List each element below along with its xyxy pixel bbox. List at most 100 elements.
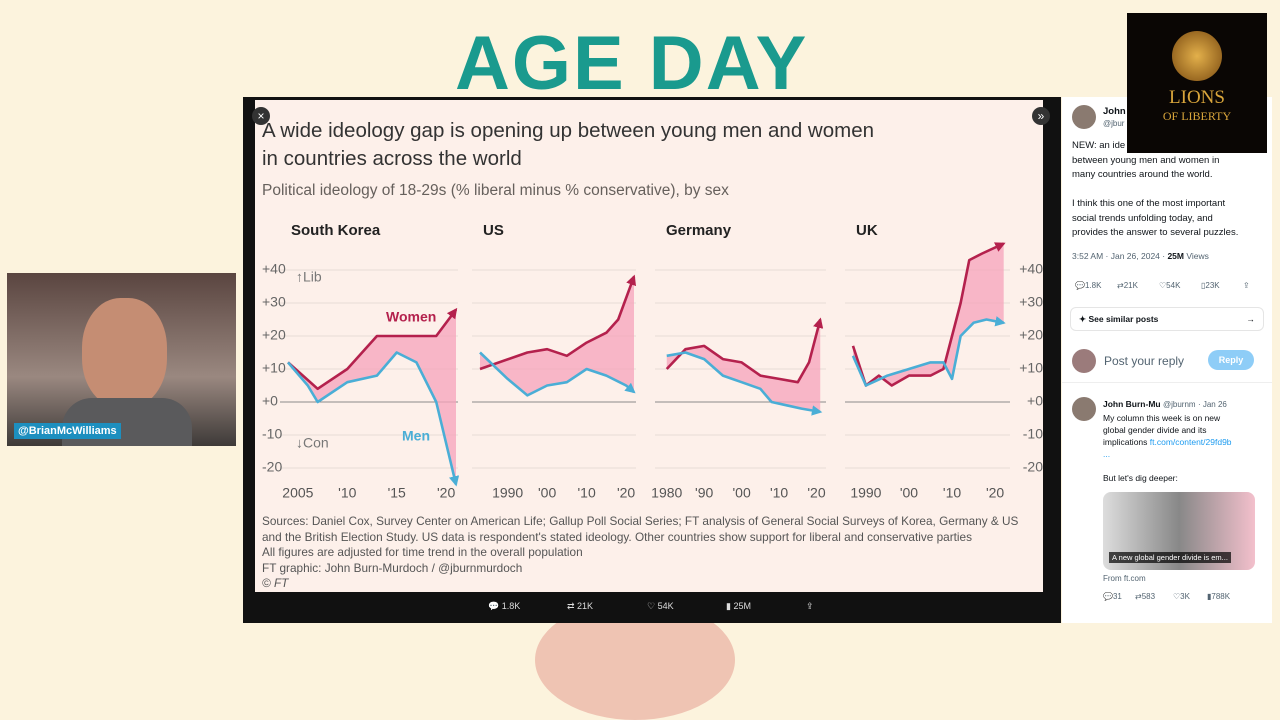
count: 31	[1112, 592, 1122, 601]
x-tick-label: '20	[807, 485, 825, 501]
x-tick-label: '10	[577, 485, 595, 501]
avatar	[1072, 397, 1096, 421]
y-tick-label: +10	[1019, 360, 1043, 376]
panel-title: UK	[856, 222, 878, 239]
y-tick-label: +30	[262, 294, 286, 310]
divider	[1062, 382, 1272, 383]
source-line: All figures are adjusted for time trend …	[262, 545, 583, 559]
text-line: global gender divide and its	[1103, 425, 1207, 435]
y-tick-label: -10	[262, 426, 282, 442]
replies[interactable]: 💬1.8K	[1075, 281, 1102, 290]
text-line: My column this week is on new	[1103, 413, 1221, 423]
source-line: Sources: Daniel Cox, Survey Center on Am…	[262, 514, 1019, 528]
title-line: in countries across the world	[262, 147, 522, 170]
y-tick-label: +10	[262, 360, 286, 376]
series-line	[479, 274, 637, 371]
count: 1.8K	[1084, 281, 1102, 290]
more: ...	[1103, 449, 1111, 459]
x-tick-label: '10	[943, 485, 961, 501]
series-line	[479, 351, 636, 397]
credit: FT graphic: John Burn-Murdoch / @jburnmu…	[262, 560, 523, 575]
gap-fill	[288, 309, 456, 485]
annotation: ↓Con	[296, 435, 329, 451]
series-line	[287, 307, 458, 391]
timestamp: 3:52 AM · Jan 26, 2024 · 25M Views	[1072, 251, 1209, 261]
legend-label: Men	[402, 428, 430, 444]
x-tick-label: '15	[388, 485, 406, 501]
close-button[interactable]: ×	[252, 107, 270, 125]
text-line: I think this one of the most important	[1072, 198, 1226, 209]
sources: Sources: Daniel Cox, Survey Center on Am…	[262, 514, 1018, 592]
text-line: NEW: an ide	[1072, 140, 1126, 151]
bookmarks[interactable]: ▯23K	[1201, 281, 1220, 290]
label: See similar posts	[1088, 314, 1159, 324]
series-line	[851, 316, 1006, 387]
text-line: implications	[1103, 437, 1150, 447]
replies[interactable]: 💬 1.8K	[488, 601, 521, 611]
likes[interactable]: ♡54K	[1159, 281, 1181, 290]
likes[interactable]: ♡ 54K	[647, 601, 674, 611]
x-tick-label: 2005	[282, 485, 313, 501]
copyright: © FT	[262, 576, 289, 590]
count: 21K	[577, 601, 594, 611]
views[interactable]: ▮ 25M	[726, 601, 751, 611]
card-title: A new global gender divide is em...	[1109, 552, 1231, 563]
reply-button[interactable]: Reply	[1208, 350, 1254, 370]
panel-title: US	[483, 222, 504, 239]
x-tick-label: '10	[338, 485, 356, 501]
count: 23K	[1205, 281, 1220, 290]
twitter-panel: John @jbur NEW: an ide between young men …	[1062, 97, 1272, 623]
author-handle: @jbur	[1103, 119, 1125, 128]
avatar	[1072, 349, 1096, 373]
chart-subtitle: Political ideology of 18-29s (% liberal …	[262, 182, 729, 199]
x-tick-label: '00	[538, 485, 556, 501]
panel-title: Germany	[666, 222, 732, 239]
title-line: A wide ideology gap is opening up betwee…	[262, 119, 875, 142]
y-tick-label: +0	[262, 393, 278, 409]
x-tick-label: '10	[770, 485, 788, 501]
x-tick-label: '20	[986, 485, 1004, 501]
similar-posts[interactable]: ✦ See similar posts →	[1070, 307, 1264, 331]
banner: AGE DAY	[455, 21, 809, 106]
count: 583	[1141, 592, 1156, 601]
annotation: ↑Lib	[296, 269, 322, 285]
gap-fill	[480, 276, 634, 396]
y-tick-label: +30	[1019, 294, 1043, 310]
y-tick-label: +0	[1027, 393, 1043, 409]
time: 3:52 AM · Jan 26, 2024 ·	[1072, 251, 1168, 261]
count: 54K	[657, 601, 674, 611]
text-line: social trends unfolding today, and	[1072, 212, 1213, 224]
chart-title: A wide ideology gap is opening up betwee…	[262, 117, 874, 173]
count: 1.8K	[501, 601, 521, 611]
x-tick-label: 1990	[492, 485, 523, 501]
x-tick-label: 1990	[850, 485, 881, 501]
x-tick-label: '20	[617, 485, 635, 501]
share[interactable]: ⇪	[1243, 281, 1250, 290]
next-button[interactable]: »	[1032, 107, 1050, 125]
share[interactable]: ⇪	[806, 601, 814, 611]
count: 25M	[733, 601, 751, 611]
reply-input[interactable]: Post your reply	[1104, 354, 1185, 368]
reposts[interactable]: ⇄ 21K	[567, 601, 594, 611]
handle-label: @BrianMcWilliams	[14, 423, 121, 439]
logo-line: OF LIBERTY	[1162, 109, 1232, 123]
x-tick-label: '00	[733, 485, 751, 501]
count: 3K	[1180, 592, 1190, 601]
y-tick-label: +40	[1019, 261, 1043, 277]
webcam: @BrianMcWilliams	[7, 273, 236, 446]
y-tick-label: -10	[1023, 426, 1043, 442]
link[interactable]: ft.com/content/29fd9b	[1149, 437, 1232, 447]
series-line	[851, 242, 1006, 387]
y-tick-label: +20	[262, 327, 286, 343]
y-tick-label: -20	[1023, 459, 1043, 475]
reposts[interactable]: ⇄21K	[1117, 281, 1138, 290]
link-card[interactable]: A new global gender divide is em...	[1103, 492, 1255, 570]
count: 788K	[1211, 592, 1231, 601]
reply-author: John Burn-Mu	[1103, 399, 1161, 409]
x-tick-label: '90	[695, 485, 713, 501]
text-line: provides the answer to several puzzles.	[1072, 227, 1239, 238]
series-line	[665, 317, 824, 384]
reply-date: · Jan 26	[1197, 400, 1227, 409]
